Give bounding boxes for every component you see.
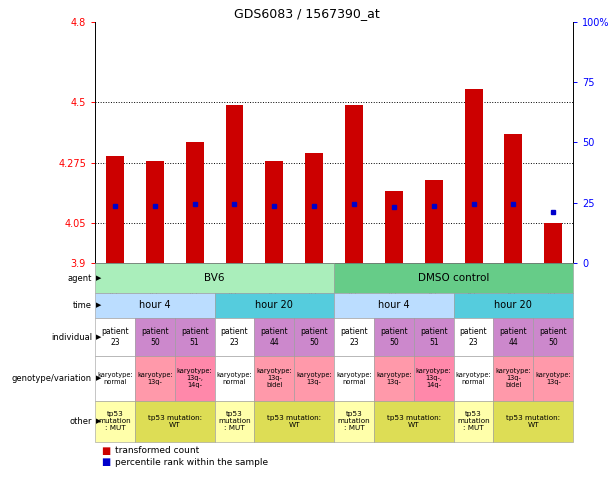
Bar <box>345 105 363 263</box>
Text: BV6: BV6 <box>204 273 225 283</box>
Text: genotype/variation: genotype/variation <box>12 374 92 383</box>
Text: patient
23: patient 23 <box>340 327 368 347</box>
Text: karyotype:
13q-,
14q-: karyotype: 13q-, 14q- <box>416 369 452 388</box>
Text: patient
44: patient 44 <box>261 327 288 347</box>
Text: patient
50: patient 50 <box>380 327 408 347</box>
Bar <box>504 134 522 263</box>
Text: patient
51: patient 51 <box>420 327 447 347</box>
Text: DMSO control: DMSO control <box>418 273 489 283</box>
Bar <box>106 156 124 263</box>
Bar <box>544 223 562 263</box>
Text: karyotype:
13q-
bidel: karyotype: 13q- bidel <box>495 369 531 388</box>
Text: tp53 mutation:
WT: tp53 mutation: WT <box>148 415 202 428</box>
Text: patient
50: patient 50 <box>539 327 567 347</box>
Text: tp53
mutation
: MUT: tp53 mutation : MUT <box>218 411 251 431</box>
Bar <box>385 191 403 263</box>
Text: tp53
mutation
: MUT: tp53 mutation : MUT <box>99 411 131 431</box>
Text: karyotype:
normal: karyotype: normal <box>336 372 372 385</box>
Bar <box>265 161 283 263</box>
Text: ▶: ▶ <box>96 418 102 424</box>
Text: hour 20: hour 20 <box>495 300 532 311</box>
Bar <box>425 180 443 263</box>
Text: hour 4: hour 4 <box>139 300 170 311</box>
Text: patient
44: patient 44 <box>500 327 527 347</box>
Text: karyotype:
13q-
bidel: karyotype: 13q- bidel <box>256 369 292 388</box>
Text: tp53 mutation:
WT: tp53 mutation: WT <box>267 415 321 428</box>
Text: patient
50: patient 50 <box>300 327 328 347</box>
Text: transformed count: transformed count <box>115 446 199 455</box>
Text: GDS6083 / 1567390_at: GDS6083 / 1567390_at <box>234 7 379 20</box>
Text: karyotype:
13q-: karyotype: 13q- <box>535 372 571 385</box>
Text: individual: individual <box>51 333 92 341</box>
Bar <box>146 161 164 263</box>
Text: ▶: ▶ <box>96 275 102 281</box>
Text: hour 4: hour 4 <box>378 300 409 311</box>
Text: ▶: ▶ <box>96 302 102 308</box>
Text: agent: agent <box>67 273 92 283</box>
Text: other: other <box>69 417 92 426</box>
Text: karyotype:
13q-: karyotype: 13q- <box>137 372 173 385</box>
Text: ▶: ▶ <box>96 375 102 382</box>
Text: ■: ■ <box>101 446 110 455</box>
Text: karyotype:
13q-,
14q-: karyotype: 13q-, 14q- <box>177 369 213 388</box>
Text: karyotype:
normal: karyotype: normal <box>97 372 133 385</box>
Text: ▶: ▶ <box>96 334 102 340</box>
Bar <box>226 105 243 263</box>
Text: karyotype:
normal: karyotype: normal <box>455 372 492 385</box>
Bar <box>186 142 204 263</box>
Text: karyotype:
13q-: karyotype: 13q- <box>376 372 412 385</box>
Text: tp53
mutation
: MUT: tp53 mutation : MUT <box>457 411 490 431</box>
Text: karyotype:
13q-: karyotype: 13q- <box>296 372 332 385</box>
Text: patient
51: patient 51 <box>181 327 208 347</box>
Bar <box>305 153 323 263</box>
Bar <box>465 89 482 263</box>
Text: hour 20: hour 20 <box>256 300 293 311</box>
Text: patient
50: patient 50 <box>141 327 169 347</box>
Text: karyotype:
normal: karyotype: normal <box>216 372 253 385</box>
Text: tp53 mutation:
WT: tp53 mutation: WT <box>506 415 560 428</box>
Text: time: time <box>73 301 92 310</box>
Text: tp53
mutation
: MUT: tp53 mutation : MUT <box>338 411 370 431</box>
Text: patient
23: patient 23 <box>460 327 487 347</box>
Text: patient
23: patient 23 <box>221 327 248 347</box>
Text: percentile rank within the sample: percentile rank within the sample <box>115 458 268 467</box>
Text: tp53 mutation:
WT: tp53 mutation: WT <box>387 415 441 428</box>
Text: patient
23: patient 23 <box>101 327 129 347</box>
Text: ■: ■ <box>101 457 110 467</box>
